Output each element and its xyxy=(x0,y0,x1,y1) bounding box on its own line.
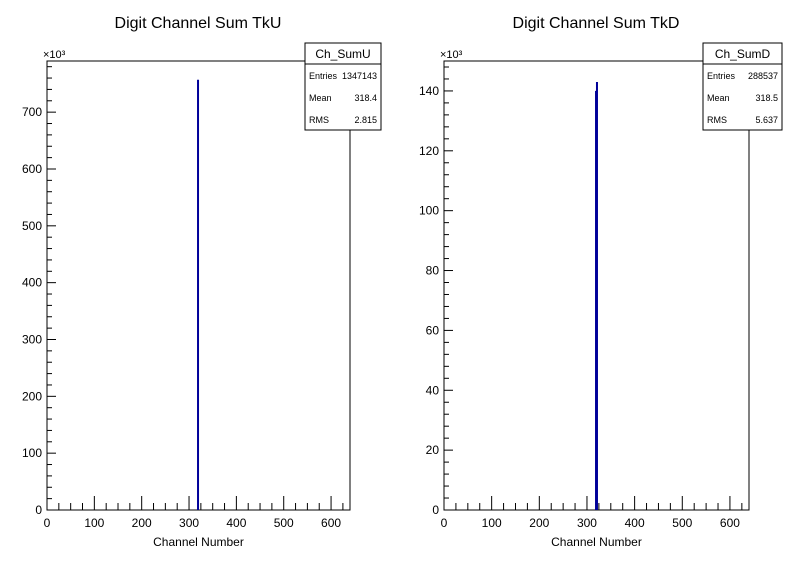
y-tick-label: 0 xyxy=(35,503,42,517)
stats-label-rms: RMS xyxy=(309,115,329,125)
y-tick-label: 140 xyxy=(419,84,439,98)
stats-box-frame xyxy=(304,42,382,131)
x-tick-label: 100 xyxy=(482,516,502,530)
y-tick-label: 40 xyxy=(426,383,440,397)
stats-box-name: Ch_SumD xyxy=(715,47,771,61)
stats-box-name: Ch_SumU xyxy=(315,47,370,61)
y-tick-label: 100 xyxy=(22,446,42,460)
y-tick-label: 0 xyxy=(432,503,439,517)
stats-box: Ch_SumU Entries 1347143 Mean 318.4 RMS 2.815 xyxy=(304,42,382,131)
chart-title: Digit Channel Sum TkU xyxy=(115,15,282,32)
x-tick-label: 200 xyxy=(529,516,549,530)
stats-box-frame xyxy=(702,42,783,131)
stats-label-mean: Mean xyxy=(707,93,730,103)
x-tick-label: 600 xyxy=(321,516,341,530)
x-tick-label: 300 xyxy=(179,516,199,530)
histogram-panel-1: Digit Channel Sum TkU 0 100 200 300 400 500 600… xyxy=(22,15,382,549)
y-tick-label: 500 xyxy=(22,219,42,233)
x-tick-label: 500 xyxy=(274,516,294,530)
stats-label-rms: RMS xyxy=(707,115,727,125)
x-tick-label: 500 xyxy=(672,516,692,530)
y-tick-label: 100 xyxy=(419,204,439,218)
x-tick-label: 300 xyxy=(577,516,597,530)
x-tick-label: 600 xyxy=(720,516,740,530)
x-axis-title: Channel Number xyxy=(551,535,642,549)
y-tick-label: 300 xyxy=(22,332,42,346)
stats-value-entries: 1347143 xyxy=(342,71,377,81)
chart-title: Digit Channel Sum TkD xyxy=(513,15,680,32)
stats-label-entries: Entries xyxy=(309,71,338,81)
y-axis-multiplier: ×10³ xyxy=(43,49,66,61)
y-tick-label: 80 xyxy=(426,264,440,278)
y-tick-label: 20 xyxy=(426,443,440,457)
stats-box: Ch_SumD Entries 288537 Mean 318.5 RMS 5.637 xyxy=(702,42,783,131)
y-tick-label: 600 xyxy=(22,162,42,176)
stats-label-mean: Mean xyxy=(309,93,332,103)
y-tick-label: 700 xyxy=(22,105,42,119)
stats-value-mean: 318.4 xyxy=(354,93,377,103)
y-axis-multiplier: ×10³ xyxy=(440,49,463,61)
x-tick-label: 0 xyxy=(441,516,448,530)
x-tick-label: 100 xyxy=(84,516,104,530)
stats-value-entries: 288537 xyxy=(748,71,778,81)
x-tick-label: 200 xyxy=(132,516,152,530)
stats-label-entries: Entries xyxy=(707,71,736,81)
x-tick-label: 0 xyxy=(44,516,51,530)
x-tick-label: 400 xyxy=(625,516,645,530)
y-tick-label: 400 xyxy=(22,276,42,290)
stats-value-mean: 318.5 xyxy=(755,93,778,103)
y-tick-label: 200 xyxy=(22,389,42,403)
y-tick-label: 60 xyxy=(426,323,440,337)
y-tick-label: 120 xyxy=(419,144,439,158)
stats-value-rms: 5.637 xyxy=(755,115,778,125)
x-tick-label: 400 xyxy=(226,516,246,530)
x-axis-title: Channel Number xyxy=(153,535,244,549)
stats-value-rms: 2.815 xyxy=(354,115,377,125)
